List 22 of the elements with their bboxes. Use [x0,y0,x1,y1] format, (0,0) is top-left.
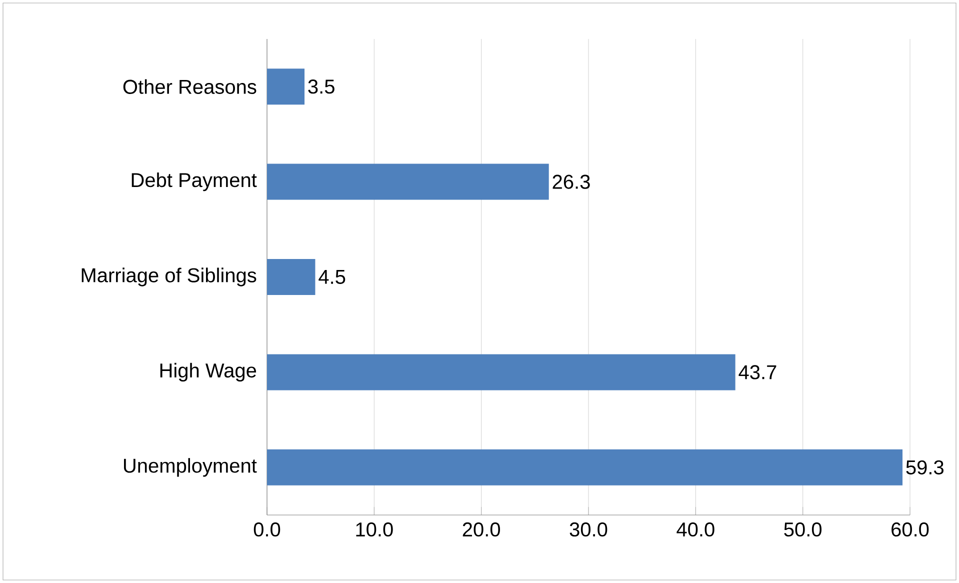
data-label: 3.5 [308,80,334,94]
y-tick-label: Unemployment [124,458,257,477]
data-label: 26.3 [552,174,590,189]
y-tick-label: Marriage of Siblings [82,268,256,286]
bar [267,164,549,200]
bar [267,449,902,486]
y-tick-label: Other Reasons [123,79,256,94]
x-tick-label: 40.0 [676,522,714,537]
y-tick-label: Debt Payment [132,172,257,192]
data-label: 43.7 [738,365,776,380]
x-tick-label: 0.0 [254,522,280,537]
bar [267,68,305,105]
x-tick-label: 50.0 [784,522,822,537]
x-tick-label: 10.0 [356,522,393,537]
data-label: 59.3 [906,460,944,474]
data-label: 4.5 [318,270,346,284]
bar [267,259,316,296]
bar [267,354,736,390]
x-tick-label: 60.0 [892,522,929,537]
x-tick-label: 30.0 [570,522,608,537]
x-tick-label: 20.0 [462,522,500,537]
y-tick-label: High Wage [160,362,256,382]
